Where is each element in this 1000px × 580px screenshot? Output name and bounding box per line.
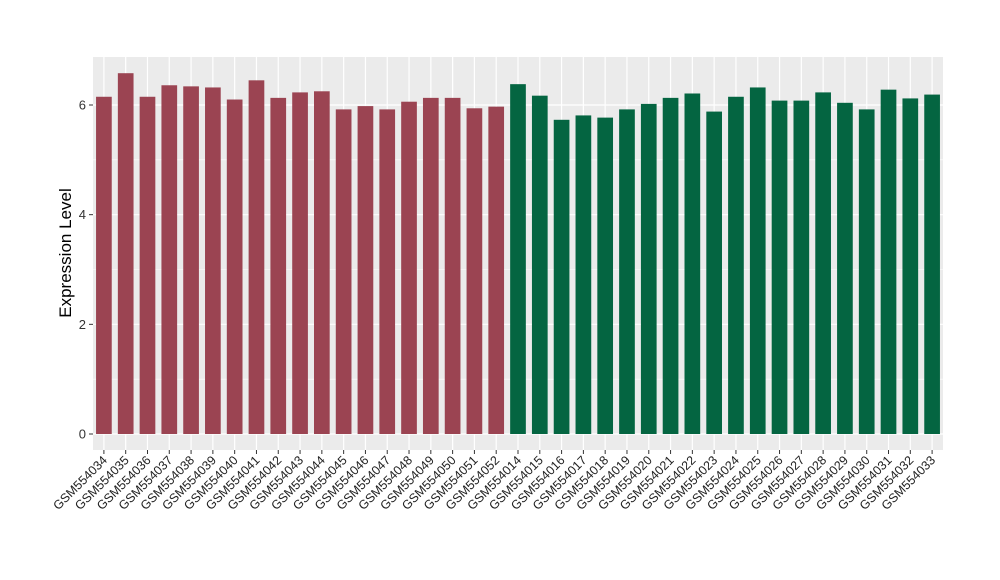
bar-GSM554043 <box>292 92 308 434</box>
bar-GSM554036 <box>139 96 156 435</box>
bar-GSM554042 <box>270 97 287 435</box>
bar-GSM554045 <box>335 109 352 434</box>
bar-GSM554025 <box>749 87 766 434</box>
y-tick-label: 0 <box>79 427 86 442</box>
bar-GSM554046 <box>357 106 374 434</box>
bar-GSM554027 <box>793 100 810 435</box>
bar-GSM554050 <box>444 97 461 435</box>
y-axis-title: Expression Level <box>56 188 75 317</box>
bar-GSM554035 <box>117 73 134 434</box>
bar-GSM554032 <box>902 98 919 435</box>
bar-GSM554023 <box>706 111 722 434</box>
bar-GSM554048 <box>401 101 417 435</box>
bars <box>96 73 940 435</box>
bar-GSM554038 <box>183 86 199 435</box>
bar-GSM554028 <box>815 92 831 434</box>
y-axis: 0 2 4 6 <box>79 98 93 442</box>
bar-GSM554033 <box>924 94 940 434</box>
bar-GSM554020 <box>640 103 657 435</box>
bar-GSM554047 <box>379 109 396 434</box>
bar-GSM554017 <box>575 115 592 435</box>
bar-GSM554018 <box>597 117 614 435</box>
bar-GSM554037 <box>161 85 178 434</box>
bar-GSM554019 <box>619 109 635 434</box>
bar-GSM554024 <box>728 96 744 435</box>
bar-GSM554052 <box>488 106 505 434</box>
bar-GSM554014 <box>510 84 526 434</box>
y-tick-label: 4 <box>79 207 86 222</box>
x-axis: GSM554034GSM554035GSM554036GSM554037GSM5… <box>50 450 938 513</box>
bar-GSM554040 <box>226 99 243 435</box>
bar-GSM554016 <box>553 119 570 435</box>
bar-GSM554021 <box>662 97 679 435</box>
bar-GSM554034 <box>96 96 112 435</box>
bar-GSM554039 <box>205 87 221 434</box>
bar-GSM554030 <box>858 109 875 434</box>
bar-GSM554041 <box>248 80 265 434</box>
bar-GSM554026 <box>771 100 788 435</box>
bar-GSM554029 <box>837 102 853 434</box>
y-tick-label: 2 <box>79 317 86 332</box>
bar-GSM554049 <box>422 97 439 435</box>
bar-GSM554031 <box>880 89 897 435</box>
bar-GSM554051 <box>466 108 483 434</box>
bar-GSM554044 <box>314 91 330 434</box>
bar-GSM554015 <box>531 95 548 435</box>
bar-GSM554022 <box>684 93 701 435</box>
y-tick-label: 6 <box>79 98 86 113</box>
